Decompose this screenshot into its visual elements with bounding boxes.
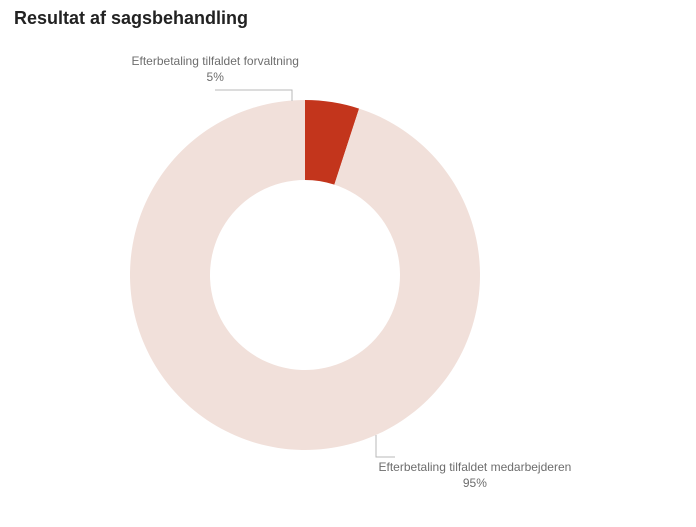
slice-1 (130, 100, 480, 450)
slice-label-0-name: Efterbetaling tilfaldet forvaltning (132, 54, 299, 70)
slice-label-0: Efterbetaling tilfaldet forvaltning 5% (132, 54, 299, 85)
leader-line-1 (376, 435, 395, 457)
slice-label-1: Efterbetaling tilfaldet medarbejderen 95… (379, 460, 572, 491)
slice-label-1-name: Efterbetaling tilfaldet medarbejderen (379, 460, 572, 476)
donut-svg (0, 0, 696, 522)
slice-label-0-pct: 5% (132, 70, 299, 86)
donut-chart: Efterbetaling tilfaldet forvaltning 5% E… (0, 0, 696, 522)
leader-line-0 (215, 90, 292, 101)
slice-label-1-pct: 95% (379, 476, 572, 492)
